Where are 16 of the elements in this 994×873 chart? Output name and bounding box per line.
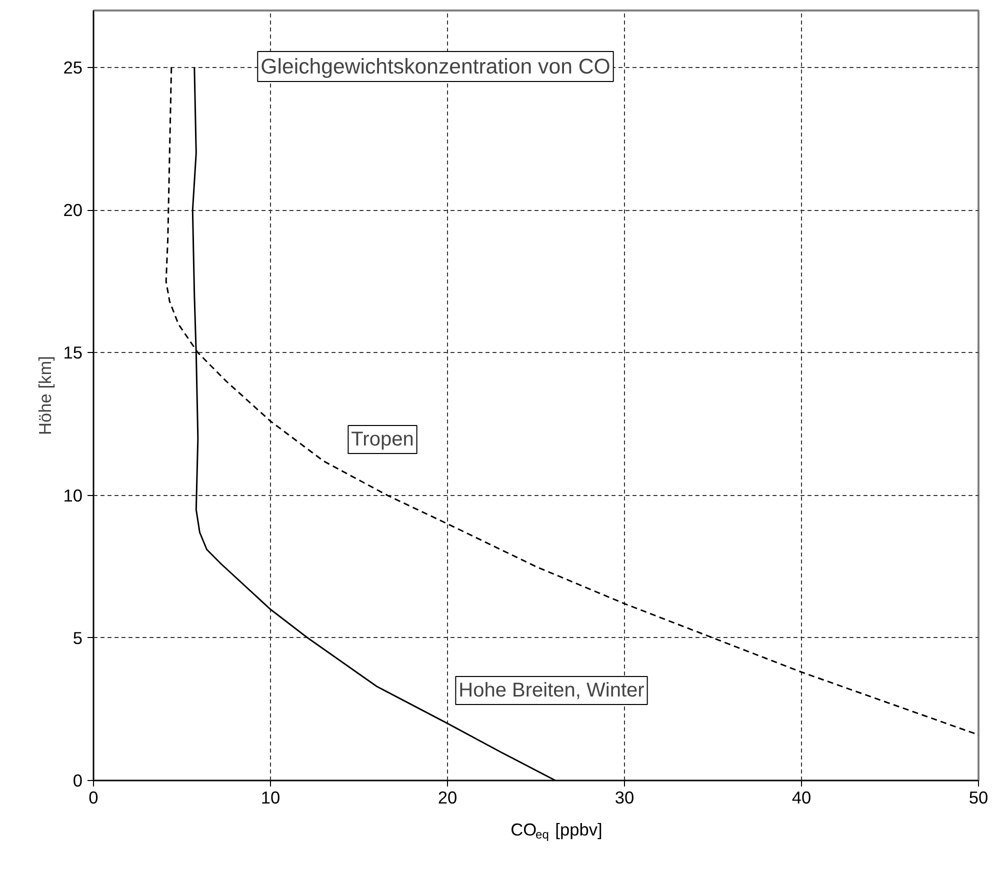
y-tick-label: 20 xyxy=(63,200,83,220)
x-tick-label: 50 xyxy=(968,788,988,808)
x-tick-label: 40 xyxy=(792,788,812,808)
x-tick-label: 10 xyxy=(260,788,280,808)
y-tick-label: 0 xyxy=(72,770,83,790)
y-tick-label: 10 xyxy=(63,485,83,506)
annotation: Hohe Breiten, Winter xyxy=(458,680,645,702)
x-tick-label: 30 xyxy=(614,788,634,808)
annotation: Tropen xyxy=(351,428,414,450)
text: Gleichgewichtskonzentration von CO xyxy=(260,54,610,78)
x-tick-label: 0 xyxy=(88,788,98,808)
y-tick-label: 5 xyxy=(72,628,83,648)
x-tick-label: 20 xyxy=(438,788,458,808)
y-axis-title: Höhe [km] xyxy=(35,356,56,435)
y-tick-label: 15 xyxy=(63,342,83,363)
y-tick-label: 25 xyxy=(63,58,83,78)
